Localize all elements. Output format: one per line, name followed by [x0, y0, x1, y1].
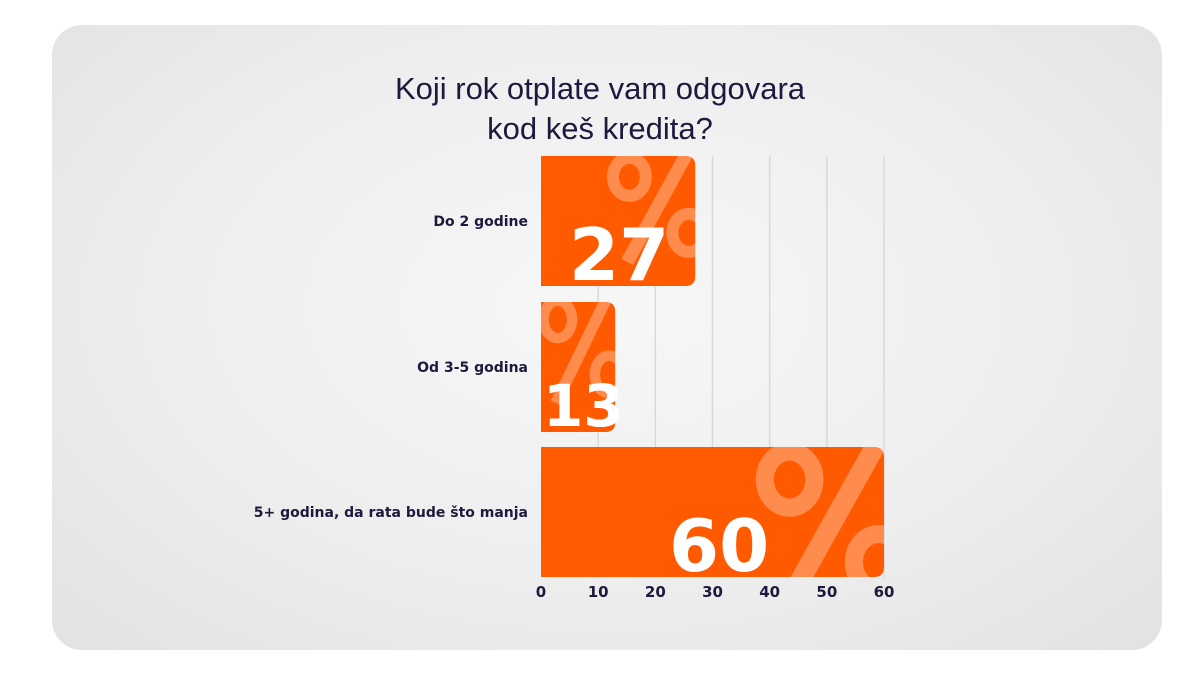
value-label: 13 — [543, 372, 624, 440]
x-tick-label: 50 — [816, 583, 837, 601]
percent-watermark-icon — [606, 156, 696, 266]
percent-watermark-icon — [541, 302, 616, 406]
x-tick-label: 10 — [588, 583, 609, 601]
bar-group — [541, 447, 884, 577]
category-label: Do 2 godine — [433, 214, 528, 230]
x-tick-label: 40 — [759, 583, 780, 601]
bar-group — [541, 302, 616, 432]
chart-title-line-1: Koji rok otplate vam odgovara — [395, 71, 806, 106]
bar — [541, 447, 884, 577]
percent-ring-top — [541, 302, 578, 344]
value-label: 27 — [569, 213, 669, 297]
percent-ring-bottom — [666, 207, 696, 258]
x-tick-label: 0 — [536, 583, 546, 601]
chart-title-line-2: kod keš kredita? — [487, 111, 713, 146]
x-tick-label: 30 — [702, 583, 723, 601]
category-label: 5+ godina, da rata bude što manja — [254, 505, 528, 521]
percent-ring-bottom — [844, 524, 884, 577]
bar-group — [541, 156, 696, 286]
percent-ring-bottom — [589, 350, 616, 399]
x-tick-label: 20 — [645, 583, 666, 601]
bar — [541, 302, 616, 432]
bar — [541, 156, 696, 286]
value-label: 60 — [669, 504, 769, 588]
x-tick-label: 60 — [874, 583, 895, 601]
percent-ring-top — [755, 447, 824, 517]
percent-slash — [621, 156, 695, 266]
percent-slash — [550, 302, 615, 406]
category-label: Od 3-5 godina — [417, 360, 528, 376]
percent-watermark-icon — [755, 447, 884, 577]
percent-slash — [777, 447, 884, 577]
percent-ring-top — [606, 156, 652, 202]
